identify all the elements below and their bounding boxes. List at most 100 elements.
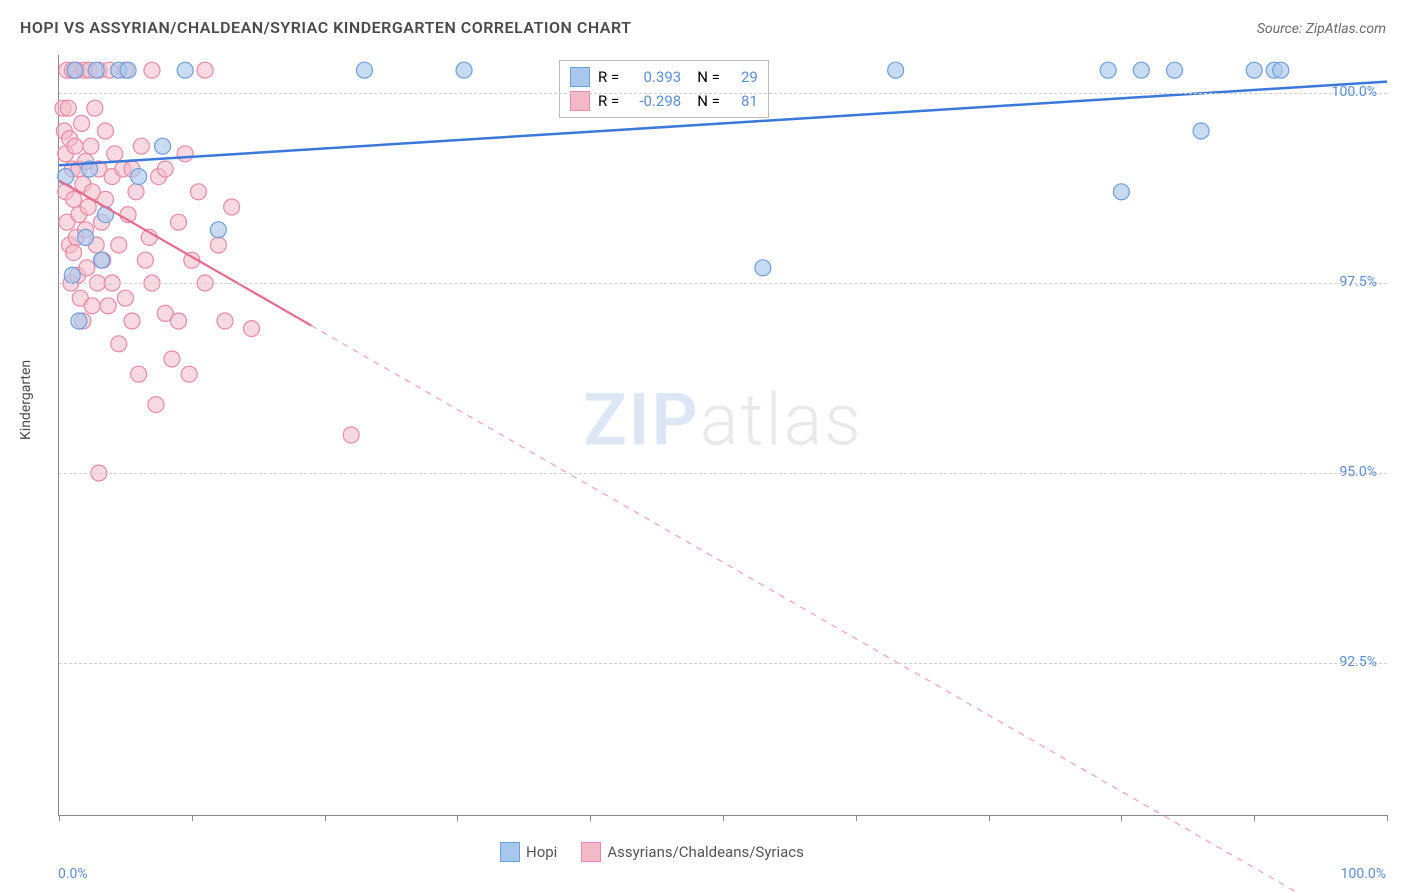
scatter-point bbox=[66, 245, 82, 261]
scatter-point bbox=[244, 321, 260, 337]
scatter-point bbox=[133, 138, 149, 154]
x-tick bbox=[457, 815, 458, 821]
gridline bbox=[59, 473, 1387, 474]
scatter-point bbox=[97, 123, 113, 139]
scatter-point bbox=[171, 214, 187, 230]
scatter-point bbox=[1273, 62, 1289, 78]
scatter-point bbox=[1133, 62, 1149, 78]
hopi-swatch bbox=[570, 67, 590, 87]
assyrian-swatch bbox=[570, 91, 590, 111]
scatter-point bbox=[64, 267, 80, 283]
scatter-point bbox=[87, 100, 103, 116]
scatter-point bbox=[197, 62, 213, 78]
scatter-point bbox=[144, 62, 160, 78]
scatter-point bbox=[66, 191, 82, 207]
scatter-point bbox=[1246, 62, 1262, 78]
hopi-r-value: 0.393 bbox=[627, 68, 681, 86]
y-tick-label: 95.0% bbox=[1339, 464, 1377, 480]
gridline bbox=[59, 93, 1387, 94]
scatter-point bbox=[1100, 62, 1116, 78]
x-tick bbox=[1387, 815, 1388, 821]
x-tick bbox=[590, 815, 591, 821]
scatter-point bbox=[755, 260, 771, 276]
scatter-point bbox=[888, 62, 904, 78]
x-tick bbox=[1254, 815, 1255, 821]
y-axis-label: Kindergarten bbox=[18, 360, 34, 440]
scatter-point bbox=[78, 229, 94, 245]
scatter-point bbox=[67, 138, 83, 154]
scatter-point bbox=[83, 138, 99, 154]
y-tick-label: 97.5% bbox=[1339, 274, 1377, 290]
hopi-n-value: 29 bbox=[728, 68, 758, 86]
y-tick-label: 92.5% bbox=[1339, 654, 1377, 670]
scatter-point bbox=[177, 62, 193, 78]
scatter-point bbox=[60, 100, 76, 116]
x-tick bbox=[723, 815, 724, 821]
scatter-point bbox=[210, 237, 226, 253]
x-max-label: 100.0% bbox=[1341, 866, 1386, 882]
n-label: N = bbox=[697, 92, 720, 110]
scatter-point bbox=[1193, 123, 1209, 139]
scatter-point bbox=[124, 313, 140, 329]
scatter-point bbox=[117, 290, 133, 306]
n-label: N = bbox=[697, 68, 720, 86]
scatter-point bbox=[120, 62, 136, 78]
scatter-point bbox=[67, 62, 83, 78]
x-tick bbox=[856, 815, 857, 821]
gridline bbox=[59, 283, 1387, 284]
x-tick bbox=[192, 815, 193, 821]
scatter-point bbox=[100, 298, 116, 314]
scatter-point bbox=[210, 222, 226, 238]
chart-svg bbox=[59, 55, 1387, 815]
source-label: Source: ZipAtlas.com bbox=[1257, 21, 1386, 37]
x-tick bbox=[59, 815, 60, 821]
scatter-point bbox=[128, 184, 144, 200]
scatter-point bbox=[111, 336, 127, 352]
scatter-point bbox=[164, 351, 180, 367]
x-tick bbox=[325, 815, 326, 821]
series-legend: Hopi Assyrians/Chaldeans/Syriacs bbox=[500, 842, 804, 862]
x-min-label: 0.0% bbox=[58, 866, 88, 882]
scatter-point bbox=[224, 199, 240, 215]
regression-line-extrapolated bbox=[311, 326, 1387, 892]
y-tick-label: 100.0% bbox=[1332, 84, 1377, 100]
x-tick bbox=[989, 815, 990, 821]
scatter-point bbox=[131, 366, 147, 382]
hopi-legend-label: Hopi bbox=[526, 843, 557, 861]
scatter-point bbox=[356, 62, 372, 78]
stats-legend: R = 0.393 N = 29 R = -0.298 N = 81 bbox=[559, 60, 769, 118]
r-label: R = bbox=[598, 92, 619, 110]
scatter-point bbox=[155, 138, 171, 154]
x-tick bbox=[1121, 815, 1122, 821]
assyrian-legend-swatch bbox=[581, 842, 601, 862]
r-label: R = bbox=[598, 68, 619, 86]
scatter-point bbox=[137, 252, 153, 268]
scatter-point bbox=[1113, 184, 1129, 200]
scatter-point bbox=[217, 313, 233, 329]
scatter-point bbox=[71, 313, 87, 329]
scatter-point bbox=[74, 115, 90, 131]
scatter-point bbox=[79, 260, 95, 276]
scatter-point bbox=[107, 146, 123, 162]
assyrian-n-value: 81 bbox=[728, 92, 758, 110]
scatter-point bbox=[177, 146, 193, 162]
scatter-point bbox=[111, 237, 127, 253]
hopi-legend-swatch bbox=[500, 842, 520, 862]
scatter-point bbox=[131, 169, 147, 185]
scatter-point bbox=[1167, 62, 1183, 78]
assyrian-r-value: -0.298 bbox=[627, 92, 681, 110]
scatter-point bbox=[88, 62, 104, 78]
plot-area: ZIPatlas R = 0.393 N = 29 R = -0.298 N =… bbox=[58, 55, 1387, 816]
scatter-point bbox=[93, 252, 109, 268]
scatter-point bbox=[190, 184, 206, 200]
scatter-point bbox=[84, 298, 100, 314]
scatter-point bbox=[97, 207, 113, 223]
scatter-point bbox=[157, 161, 173, 177]
scatter-point bbox=[148, 397, 164, 413]
scatter-point bbox=[171, 313, 187, 329]
scatter-point bbox=[181, 366, 197, 382]
scatter-point bbox=[343, 427, 359, 443]
gridline bbox=[59, 663, 1387, 664]
assyrian-legend-label: Assyrians/Chaldeans/Syriacs bbox=[607, 843, 804, 861]
scatter-point bbox=[456, 62, 472, 78]
